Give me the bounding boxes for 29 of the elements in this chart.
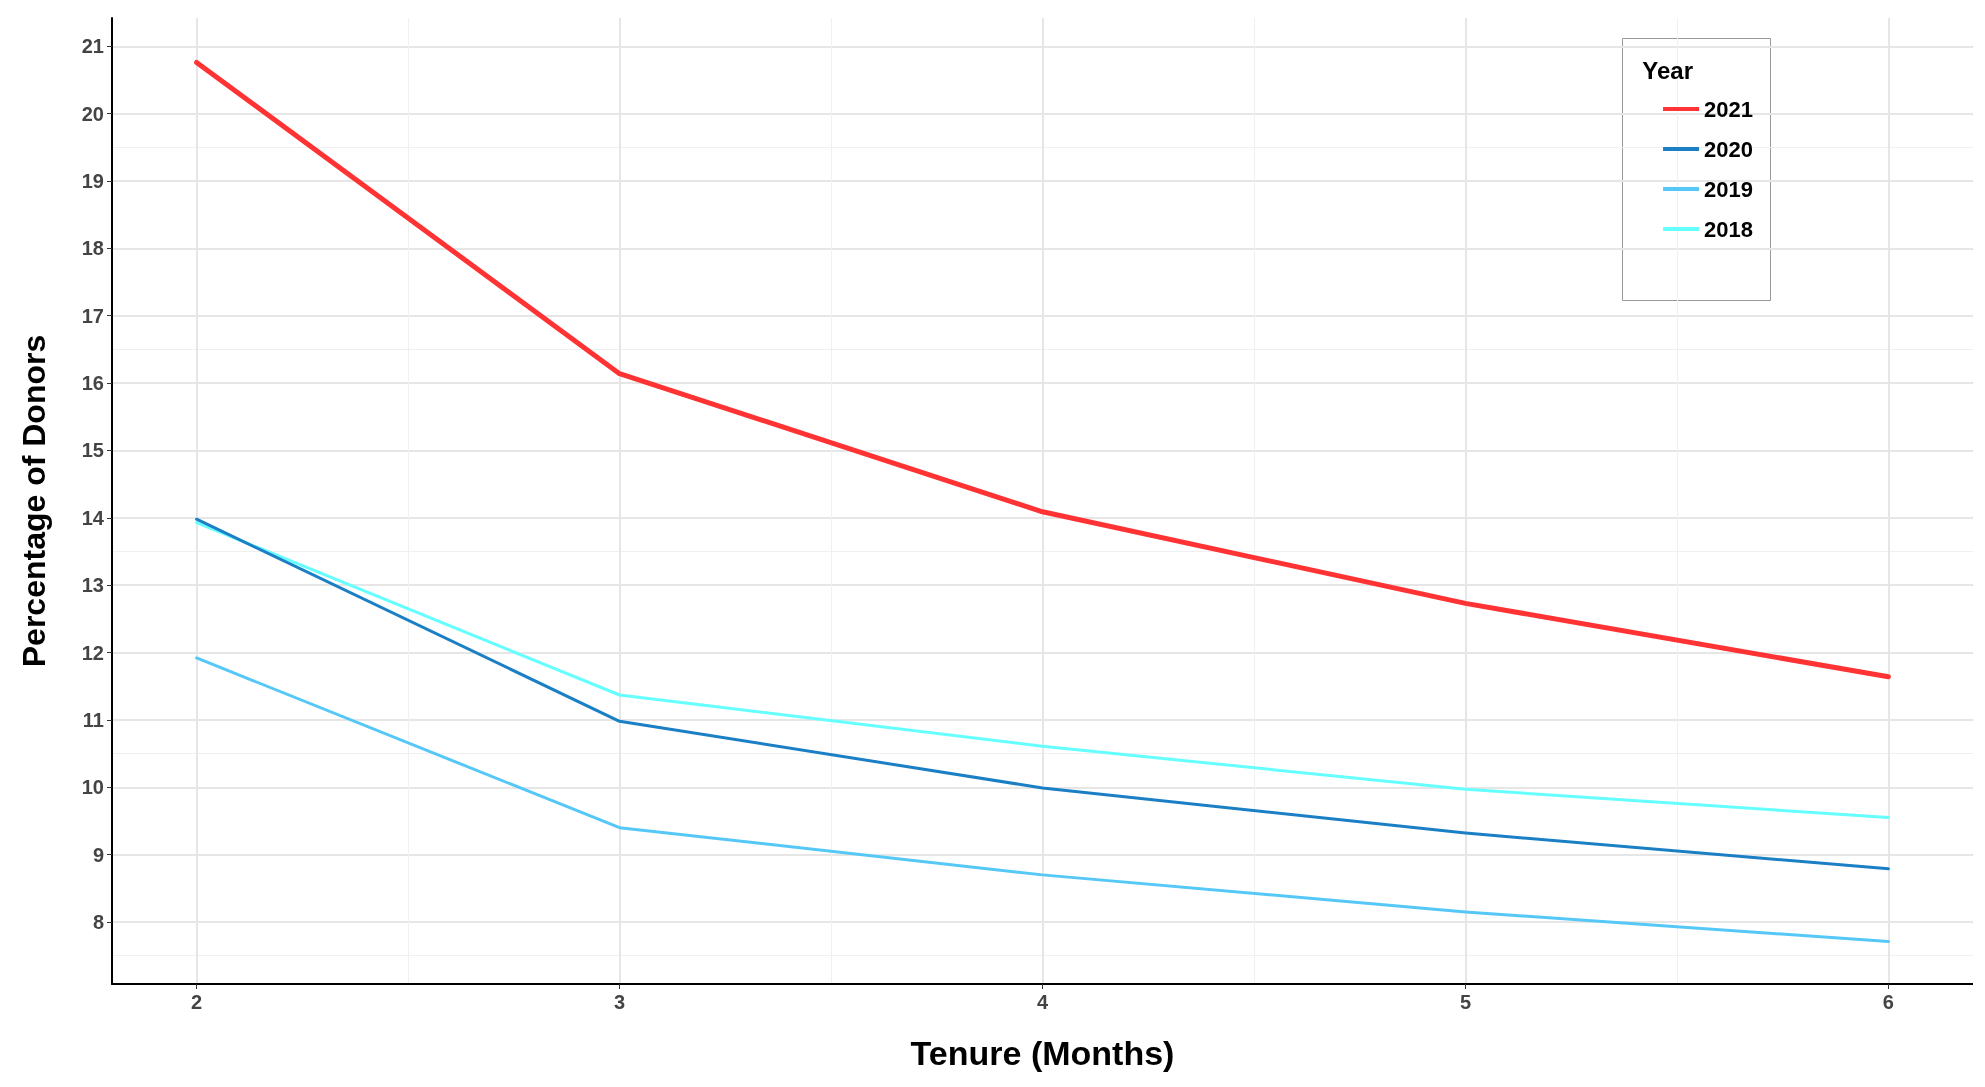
- y-tick-label: 11: [82, 708, 104, 731]
- legend-title: Year: [1642, 56, 1693, 84]
- y-tick-label: 12: [81, 641, 104, 664]
- x-tick-label: 2: [191, 991, 203, 1013]
- line-series: [195, 656, 1890, 944]
- legend-label: 2020: [1704, 136, 1754, 162]
- y-tick-label: 13: [81, 574, 104, 597]
- legend-label: 2019: [1704, 176, 1754, 202]
- x-axis-title: Tenure (Months): [910, 1034, 1175, 1072]
- y-tick-label: 10: [81, 776, 104, 799]
- x-tick-label: 5: [1459, 991, 1472, 1013]
- x-tick-label: 4: [1036, 991, 1049, 1013]
- x-tick-label: 6: [1882, 991, 1894, 1013]
- y-tick-label: 18: [81, 237, 104, 260]
- x-tick-label: 3: [613, 991, 626, 1013]
- line-series: [195, 521, 1890, 820]
- y-axis-title: Percentage of Donors: [16, 334, 52, 668]
- y-tick-label: 16: [81, 372, 104, 395]
- y-tick-label: 14: [81, 506, 105, 529]
- y-tick-label: 21: [81, 35, 104, 58]
- legend-label: 2018: [1704, 216, 1754, 242]
- y-tick-label: 19: [81, 170, 104, 193]
- line-series: [195, 517, 1890, 871]
- y-tick-label: 20: [81, 102, 104, 125]
- y-tick-label: 9: [92, 843, 104, 866]
- y-tick-label: 17: [81, 304, 104, 327]
- y-tick-label: 15: [81, 439, 104, 462]
- legend-label: 2021: [1704, 96, 1754, 122]
- y-tick-label: 8: [92, 911, 104, 934]
